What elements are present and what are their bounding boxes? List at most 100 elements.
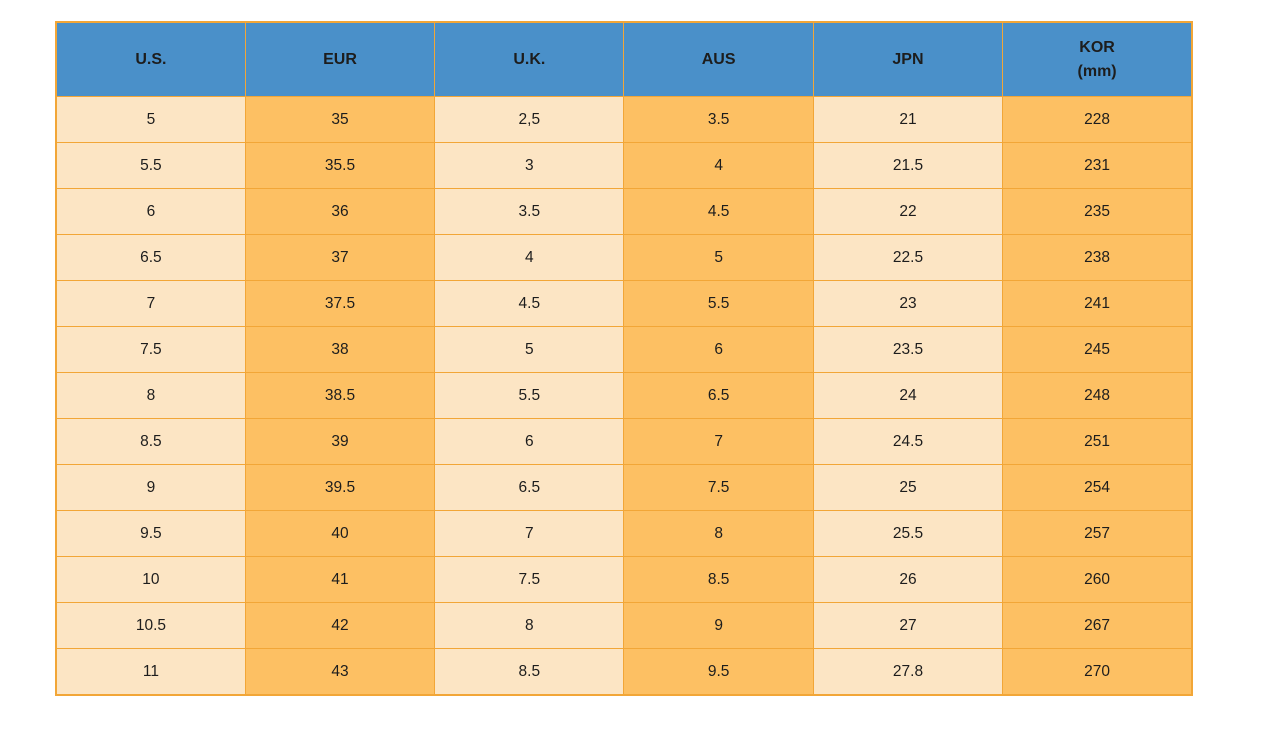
table-cell-us: 8.5 xyxy=(55,418,246,465)
table-cell-kor: 228 xyxy=(1002,96,1193,143)
table-cell-jpn: 25.5 xyxy=(812,510,1004,557)
table-cell-us: 8 xyxy=(55,372,246,419)
table-cell-aus: 6.5 xyxy=(623,372,814,419)
column-header-label: U.S. xyxy=(135,50,167,68)
table-row: 10 41 7.5 8.5 26 260 xyxy=(55,556,1193,603)
table-cell-us: 6 xyxy=(55,188,246,235)
table-cell-us: 7.5 xyxy=(55,326,246,373)
table-cell-us: 9 xyxy=(55,464,246,511)
table-cell-us: 6.5 xyxy=(55,234,246,281)
table-cell-kor: 257 xyxy=(1002,510,1193,557)
table-cell-uk: 5.5 xyxy=(434,372,625,419)
table-row: 6 36 3.5 4.5 22 235 xyxy=(55,188,1193,235)
table-cell-us: 11 xyxy=(55,648,246,696)
table-cell-us: 5.5 xyxy=(55,142,246,189)
table-row: 7.5 38 5 6 23.5 245 xyxy=(55,326,1193,373)
table-cell-kor: 254 xyxy=(1002,464,1193,511)
table-cell-eur: 35.5 xyxy=(244,142,436,189)
table-row: 11 43 8.5 9.5 27.8 270 xyxy=(55,648,1193,696)
size-conversion-table: U.S. EUR U.K. AUS JPN KOR (mm) 5 35 2,5 3.5 21 228 5… xyxy=(55,21,1193,696)
table-row: 7 37.5 4.5 5.5 23 241 xyxy=(55,280,1193,327)
table-cell-eur: 35 xyxy=(244,96,436,143)
table-cell-jpn: 22.5 xyxy=(812,234,1004,281)
table-cell-jpn: 27.8 xyxy=(812,648,1004,696)
table-cell-uk: 6.5 xyxy=(434,464,625,511)
table-cell-aus: 6 xyxy=(623,326,814,373)
table-cell-aus: 4.5 xyxy=(623,188,814,235)
table-row: 6.5 37 4 5 22.5 238 xyxy=(55,234,1193,281)
table-cell-jpn: 26 xyxy=(812,556,1004,603)
table-cell-kor: 241 xyxy=(1002,280,1193,327)
table-cell-uk: 4.5 xyxy=(434,280,625,327)
table-cell-uk: 4 xyxy=(434,234,625,281)
table-cell-uk: 7.5 xyxy=(434,556,625,603)
table-cell-kor: 235 xyxy=(1002,188,1193,235)
table-cell-uk: 3.5 xyxy=(434,188,625,235)
table-cell-us: 7 xyxy=(55,280,246,327)
table-cell-jpn: 23 xyxy=(812,280,1004,327)
table-cell-jpn: 24 xyxy=(812,372,1004,419)
column-header-eur: EUR xyxy=(244,21,436,97)
table-cell-uk: 6 xyxy=(434,418,625,465)
table-cell-aus: 9.5 xyxy=(623,648,814,696)
table-row: 8 38.5 5.5 6.5 24 248 xyxy=(55,372,1193,419)
table-cell-aus: 4 xyxy=(623,142,814,189)
table-cell-aus: 5 xyxy=(623,234,814,281)
table-cell-aus: 8 xyxy=(623,510,814,557)
column-header-label: EUR xyxy=(323,50,357,68)
column-header-label: KOR xyxy=(1079,39,1115,57)
table-cell-us: 9.5 xyxy=(55,510,246,557)
table-cell-aus: 3.5 xyxy=(623,96,814,143)
table-cell-eur: 38.5 xyxy=(244,372,436,419)
table-cell-uk: 3 xyxy=(434,142,625,189)
table-cell-eur: 37 xyxy=(244,234,436,281)
table-cell-uk: 7 xyxy=(434,510,625,557)
table-cell-jpn: 23.5 xyxy=(812,326,1004,373)
table-cell-aus: 5.5 xyxy=(623,280,814,327)
column-header-aus: AUS xyxy=(623,21,814,97)
table-cell-uk: 8 xyxy=(434,602,625,649)
table-cell-jpn: 27 xyxy=(812,602,1004,649)
table-cell-eur: 43 xyxy=(244,648,436,696)
table-cell-kor: 260 xyxy=(1002,556,1193,603)
column-header-us: U.S. xyxy=(55,21,246,97)
table-cell-aus: 8.5 xyxy=(623,556,814,603)
table-cell-kor: 270 xyxy=(1002,648,1193,696)
table-body: 5 35 2,5 3.5 21 228 5.5 35.5 3 4 21.5 231 6 36 3.5 4.5 2… xyxy=(55,96,1193,696)
table-cell-us: 5 xyxy=(55,96,246,143)
column-header-kor: KOR (mm) xyxy=(1002,21,1193,97)
table-cell-kor: 238 xyxy=(1002,234,1193,281)
column-header-label: JPN xyxy=(892,50,924,68)
table-cell-eur: 38 xyxy=(244,326,436,373)
table-cell-jpn: 24.5 xyxy=(812,418,1004,465)
table-cell-eur: 41 xyxy=(244,556,436,603)
table-cell-eur: 42 xyxy=(244,602,436,649)
table-cell-kor: 251 xyxy=(1002,418,1193,465)
column-header-sublabel: (mm) xyxy=(1077,62,1117,80)
table-cell-kor: 248 xyxy=(1002,372,1193,419)
table-row: 8.5 39 6 7 24.5 251 xyxy=(55,418,1193,465)
column-header-label: U.K. xyxy=(513,50,546,68)
table-header: U.S. EUR U.K. AUS JPN KOR (mm) xyxy=(55,21,1193,97)
table-cell-kor: 245 xyxy=(1002,326,1193,373)
table-cell-eur: 39.5 xyxy=(244,464,436,511)
table-cell-kor: 267 xyxy=(1002,602,1193,649)
table-row: 9 39.5 6.5 7.5 25 254 xyxy=(55,464,1193,511)
table-row: 9.5 40 7 8 25.5 257 xyxy=(55,510,1193,557)
table-cell-jpn: 21.5 xyxy=(812,142,1004,189)
header-row: U.S. EUR U.K. AUS JPN KOR (mm) xyxy=(55,21,1193,97)
table-cell-us: 10.5 xyxy=(55,602,246,649)
table-cell-aus: 7.5 xyxy=(623,464,814,511)
column-header-uk: U.K. xyxy=(434,21,625,97)
column-header-jpn: JPN xyxy=(812,21,1004,97)
table-cell-eur: 40 xyxy=(244,510,436,557)
table-cell-aus: 7 xyxy=(623,418,814,465)
table-cell-uk: 2,5 xyxy=(434,96,625,143)
table-cell-kor: 231 xyxy=(1002,142,1193,189)
table-cell-jpn: 22 xyxy=(812,188,1004,235)
table-cell-eur: 39 xyxy=(244,418,436,465)
table-cell-eur: 36 xyxy=(244,188,436,235)
table-row: 10.5 42 8 9 27 267 xyxy=(55,602,1193,649)
table-row: 5.5 35.5 3 4 21.5 231 xyxy=(55,142,1193,189)
